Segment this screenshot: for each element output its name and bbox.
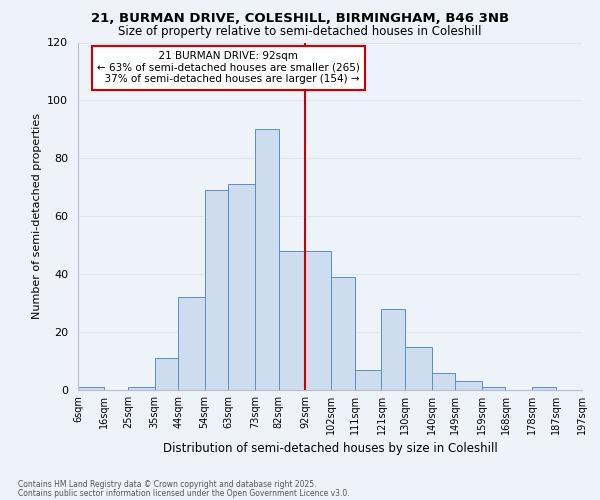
- Text: Contains public sector information licensed under the Open Government Licence v3: Contains public sector information licen…: [18, 488, 350, 498]
- Bar: [305, 251, 331, 390]
- Bar: [331, 277, 355, 390]
- Bar: [229, 184, 255, 390]
- Bar: [532, 387, 556, 390]
- Text: 21 BURMAN DRIVE: 92sqm  
← 63% of semi-detached houses are smaller (265)
  37% o: 21 BURMAN DRIVE: 92sqm ← 63% of semi-det…: [97, 51, 360, 84]
- Bar: [78, 387, 104, 390]
- Bar: [455, 382, 482, 390]
- Text: Contains HM Land Registry data © Crown copyright and database right 2025.: Contains HM Land Registry data © Crown c…: [18, 480, 317, 489]
- Bar: [178, 298, 205, 390]
- Bar: [355, 370, 382, 390]
- Bar: [278, 251, 305, 390]
- Bar: [482, 387, 505, 390]
- Bar: [128, 387, 155, 390]
- Bar: [205, 190, 229, 390]
- Y-axis label: Number of semi-detached properties: Number of semi-detached properties: [32, 114, 41, 320]
- Text: 21, BURMAN DRIVE, COLESHILL, BIRMINGHAM, B46 3NB: 21, BURMAN DRIVE, COLESHILL, BIRMINGHAM,…: [91, 12, 509, 26]
- Bar: [155, 358, 178, 390]
- Bar: [431, 372, 455, 390]
- Bar: [382, 309, 405, 390]
- X-axis label: Distribution of semi-detached houses by size in Coleshill: Distribution of semi-detached houses by …: [163, 442, 497, 456]
- Bar: [255, 130, 278, 390]
- Bar: [405, 346, 431, 390]
- Text: Size of property relative to semi-detached houses in Coleshill: Size of property relative to semi-detach…: [118, 25, 482, 38]
